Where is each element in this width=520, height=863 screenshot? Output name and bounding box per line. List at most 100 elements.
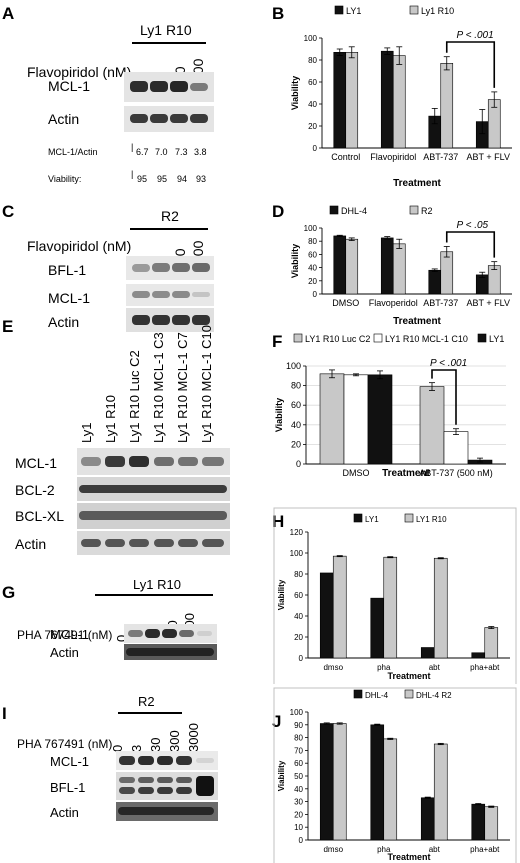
- bar: [440, 62, 454, 149]
- legend-swatch: [373, 333, 383, 343]
- western-blot-strip: [126, 256, 214, 280]
- bar: [332, 723, 347, 841]
- y-tick-label: 80: [294, 734, 303, 743]
- y-axis-title: Viability: [277, 579, 286, 610]
- blot-band: [81, 457, 101, 466]
- blot-band: [157, 777, 173, 783]
- lane-label: 30: [148, 737, 163, 752]
- x-tick-label: ABT-737: [423, 298, 458, 308]
- bar: [319, 373, 345, 465]
- y-tick-label: 60: [308, 78, 317, 87]
- blot-row-label: Actin: [48, 111, 80, 127]
- panel-letter: G: [2, 583, 16, 602]
- blot-band: [157, 756, 173, 765]
- blot-band: [170, 114, 188, 123]
- western-blot-strip: [116, 802, 218, 821]
- blot-band: [196, 776, 214, 796]
- bar: [433, 557, 448, 659]
- blot-band: [119, 756, 135, 765]
- legend-label: LY1 R10 MCL-1 C10: [385, 334, 468, 344]
- legend-swatch: [477, 333, 487, 343]
- bar-chart-f: LY1 R10 Luc C2 LY1 R10 MCL-1 C10 LY1 0 20 40 6…: [274, 333, 506, 479]
- bar: [343, 374, 369, 465]
- blot-band: [170, 81, 188, 92]
- y-tick-label: 20: [294, 810, 303, 819]
- blot-band: [126, 648, 214, 656]
- x-tick-label: pha: [377, 845, 391, 854]
- y-tick-label: 20: [308, 122, 317, 131]
- lane-label: Ly1 R10 MCL-1 C10: [199, 324, 214, 443]
- x-tick-label: dmso: [323, 845, 343, 854]
- legend-label: LY1: [365, 515, 379, 524]
- blot-band: [79, 511, 227, 520]
- blot-band: [192, 263, 210, 272]
- blot-band: [128, 630, 143, 637]
- bar: [319, 723, 334, 841]
- blot-band: [132, 291, 150, 298]
- blot-row-label: Actin: [48, 314, 80, 330]
- y-tick-label: 20: [308, 277, 317, 286]
- blot-row-label: MCL-1: [50, 754, 90, 769]
- y-tick-label: 10: [294, 823, 303, 832]
- western-blot-strip: [77, 503, 230, 529]
- panel-letter: A: [2, 4, 15, 23]
- bar: [428, 269, 442, 295]
- lane-label: Ly1 R10: [103, 395, 118, 443]
- x-tick-label: abt: [429, 845, 441, 854]
- legend-swatch: [404, 513, 414, 523]
- x-tick-label: Flavoperidol: [369, 298, 418, 308]
- blot-band: [138, 777, 154, 783]
- y-tick-label: 60: [294, 759, 303, 768]
- ratio-value: 3.8: [194, 147, 207, 157]
- legend-swatch: [404, 689, 414, 699]
- blot-row-label: BFL-1: [48, 262, 87, 278]
- treatment-label: PHA 767491 (nM): [17, 737, 113, 751]
- lane-label: Ly1 R10 MCL-1 C7: [175, 332, 190, 443]
- blot-band: [162, 629, 177, 638]
- western-blot-strip: [116, 751, 218, 770]
- panel-letter-h: H: [272, 512, 285, 531]
- chart-frame: [273, 507, 517, 684]
- blot-row-label: MCL-1: [50, 627, 90, 642]
- y-tick-label: 40: [294, 612, 303, 621]
- bar: [333, 235, 347, 295]
- y-tick-label: 60: [308, 250, 317, 259]
- y-tick-label: 40: [294, 785, 303, 794]
- western-blot-strip: [124, 106, 214, 132]
- y-tick-label: 0: [299, 654, 304, 663]
- legend-swatch: [334, 5, 344, 15]
- blot-band: [129, 456, 149, 467]
- blot-band: [130, 114, 148, 123]
- western-blot-strip: [124, 644, 217, 660]
- bar: [440, 251, 454, 295]
- x-tick-label: dmso: [323, 663, 343, 672]
- blot-band: [119, 777, 135, 783]
- bar: [471, 652, 486, 659]
- x-tick-label: ABT + FLV: [467, 152, 510, 162]
- viability-value: 93: [196, 174, 207, 184]
- significance-label: P < .001: [457, 30, 494, 41]
- blot-band: [202, 539, 224, 547]
- viability-row-label: Viability:: [48, 174, 82, 184]
- blot-band: [192, 292, 210, 297]
- blot-band: [154, 457, 174, 466]
- x-tick-label: Control: [331, 152, 360, 162]
- significance-label: P < .001: [430, 358, 467, 369]
- treatment-label: Flavopiridol (nM): [27, 64, 132, 80]
- y-axis-title: Viability: [274, 398, 284, 432]
- y-tick-label: 120: [290, 528, 304, 537]
- bar: [370, 724, 385, 841]
- western-blot-strip: [126, 284, 214, 306]
- blot-band: [132, 315, 150, 325]
- group-bracket: [130, 228, 208, 230]
- bar: [383, 738, 398, 841]
- legend-swatch: [353, 689, 363, 699]
- bar: [484, 627, 499, 659]
- x-axis-title: Treatment: [393, 178, 441, 189]
- blot-row-label: BCL-XL: [15, 508, 65, 524]
- panel-letter-j: J: [272, 712, 282, 731]
- y-tick-label: 90: [294, 721, 303, 730]
- x-tick-label: pha+abt: [470, 845, 500, 854]
- group-bracket: [95, 594, 213, 596]
- blot-row-label: MCL-1: [48, 78, 91, 94]
